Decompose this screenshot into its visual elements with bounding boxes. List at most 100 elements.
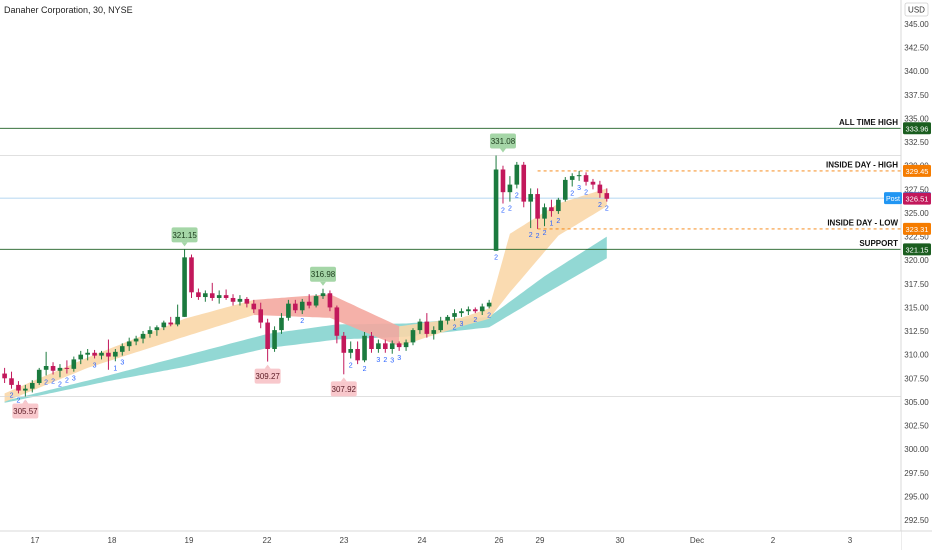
sequence-label: 2 (556, 218, 560, 225)
candle-body (590, 181, 596, 185)
candle-body (57, 367, 63, 371)
last-price-tag-text: 326.51 (906, 195, 929, 204)
candle-body (528, 194, 533, 202)
candle-body (556, 199, 561, 212)
candle (486, 299, 492, 309)
time-tick-label: 24 (418, 536, 427, 545)
badge-pointer (22, 399, 29, 404)
candle-body (196, 292, 201, 298)
candle (16, 381, 21, 394)
last-price-tag-box (903, 192, 931, 205)
candle-body (50, 366, 56, 371)
candle (182, 249, 187, 317)
level-price-tag-text: 333.96 (906, 124, 929, 133)
candle (590, 178, 596, 190)
candle (576, 170, 582, 181)
time-tick-label: 2 (771, 536, 776, 545)
candle-body (459, 311, 464, 314)
badge-box (12, 403, 39, 419)
candle (161, 320, 167, 331)
sequence-label: 3 (459, 321, 463, 328)
badge-text: 331.08 (491, 137, 516, 146)
candle-body (535, 194, 540, 219)
time-axis[interactable]: 17 18 19 22 23 24 26 29 30 Dec 2 3 (0, 530, 932, 550)
candle (216, 290, 222, 304)
sequence-label: 2 (300, 318, 304, 325)
price-tick-label: 325.00 (904, 209, 929, 218)
candle-body (576, 175, 582, 177)
time-tick-label: 17 (31, 536, 40, 545)
candle-body (369, 335, 374, 349)
candle-body (244, 298, 250, 304)
fast-ribbon-segment (399, 188, 607, 347)
candle-body (251, 303, 257, 310)
candle (389, 340, 395, 354)
price-tick-label: 320.00 (904, 256, 929, 265)
candle (230, 294, 236, 306)
sequence-label: 3 (93, 362, 97, 369)
candle (9, 371, 14, 389)
level-price-tag-text: 321.15 (906, 245, 929, 254)
candle (140, 331, 146, 344)
sequence-label: 3 (120, 360, 124, 367)
candle (562, 177, 568, 202)
sequence-label: 2 (570, 190, 574, 197)
sequence-label: 2 (16, 397, 20, 404)
time-tick-label: Dec (690, 536, 704, 545)
price-tick-label: 300.00 (904, 445, 929, 454)
sequence-label: 2 (453, 325, 457, 332)
sequence-label: 2 (605, 206, 609, 213)
price-tick-label: 342.50 (904, 44, 929, 53)
candle (424, 313, 430, 338)
candle (355, 341, 360, 365)
candle-body (43, 366, 49, 370)
candle (597, 180, 603, 198)
badge-box (171, 227, 198, 243)
badge-pointer (320, 281, 327, 286)
badge-text: 321.15 (172, 231, 197, 240)
candle (472, 307, 478, 314)
candle (459, 308, 464, 317)
candle-body (258, 309, 264, 323)
time-tick-label: 29 (536, 536, 545, 545)
candle-body (562, 179, 568, 200)
time-tick-label: 30 (616, 536, 625, 545)
candle-body (327, 293, 333, 308)
sequence-label: 3 (72, 376, 76, 383)
candle (583, 172, 589, 186)
candle (521, 161, 527, 208)
candle (320, 288, 326, 299)
sequence-label: 2 (363, 366, 367, 373)
candle (119, 343, 125, 356)
candle (417, 318, 423, 334)
candle-body (417, 321, 423, 331)
candle (237, 295, 243, 306)
price-tick-label: 337.50 (904, 91, 929, 100)
badge-text: 316.98 (311, 270, 336, 279)
price-tick-label: 307.50 (904, 374, 929, 383)
price-axis[interactable]: USD 345.00 342.50 340.00 337.50 335.00 332.50… (884, 0, 932, 550)
swing-high-badge: 331.08 (489, 133, 516, 153)
candle-body (604, 193, 610, 199)
candle-body (452, 313, 457, 317)
candle-body (230, 297, 236, 302)
candle-body (16, 384, 21, 391)
candle-body (320, 293, 326, 297)
badge-box (330, 381, 357, 397)
candle (64, 360, 70, 374)
sequence-label: 1 (549, 221, 553, 228)
price-tick-label: 335.00 (904, 114, 929, 123)
post-label-pill: Post (884, 192, 902, 205)
candle-body (147, 330, 153, 334)
candle-body (133, 338, 139, 342)
sequence-label: 3 (390, 358, 394, 365)
time-tick-label: 19 (185, 536, 194, 545)
candle (528, 188, 533, 229)
badge-pointer (340, 377, 347, 382)
level-price-tag-box (903, 164, 931, 177)
candle (251, 299, 257, 314)
price-tick-label: 322.50 (904, 233, 929, 242)
level-price-tag-box (903, 222, 931, 235)
